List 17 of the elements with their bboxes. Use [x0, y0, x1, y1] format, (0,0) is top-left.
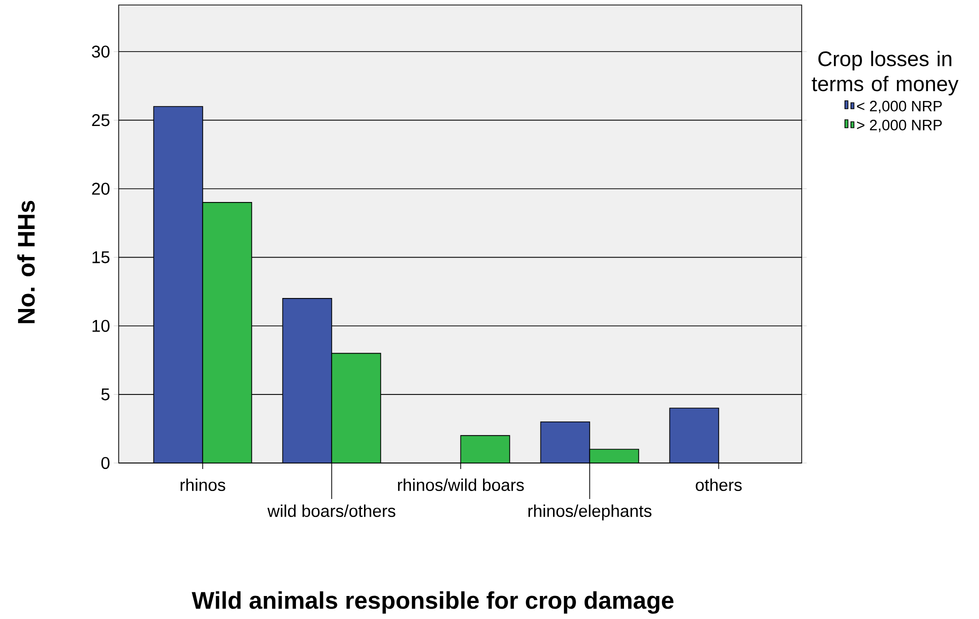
x-tick-label: rhinos/elephants — [528, 504, 652, 520]
x-tick-label: rhinos/wild boars — [398, 478, 524, 491]
x-axis-title: Wild animals responsible for crop damage — [192, 591, 674, 614]
legend-label: < 2,000 NRP — [857, 100, 942, 114]
y-tick-label: 15 — [92, 251, 110, 264]
legend-label: > 2,000 NRP — [857, 120, 942, 132]
y-tick-label: 10 — [92, 320, 110, 332]
y-tick-label: 30 — [92, 45, 110, 58]
y-tick-label: 25 — [92, 114, 110, 126]
x-tick-label: rhinos — [180, 478, 226, 491]
y-tick-label: 5 — [101, 388, 110, 400]
y-tick-label: 20 — [92, 182, 110, 195]
x-tick-label: others — [696, 478, 742, 491]
x-tick-label: wild boars/others — [267, 504, 396, 517]
legend-title: Crop losses in terms of money — [812, 50, 958, 96]
y-tick-label: 0 — [101, 456, 110, 469]
y-axis-title: No. of HHs — [17, 200, 35, 323]
